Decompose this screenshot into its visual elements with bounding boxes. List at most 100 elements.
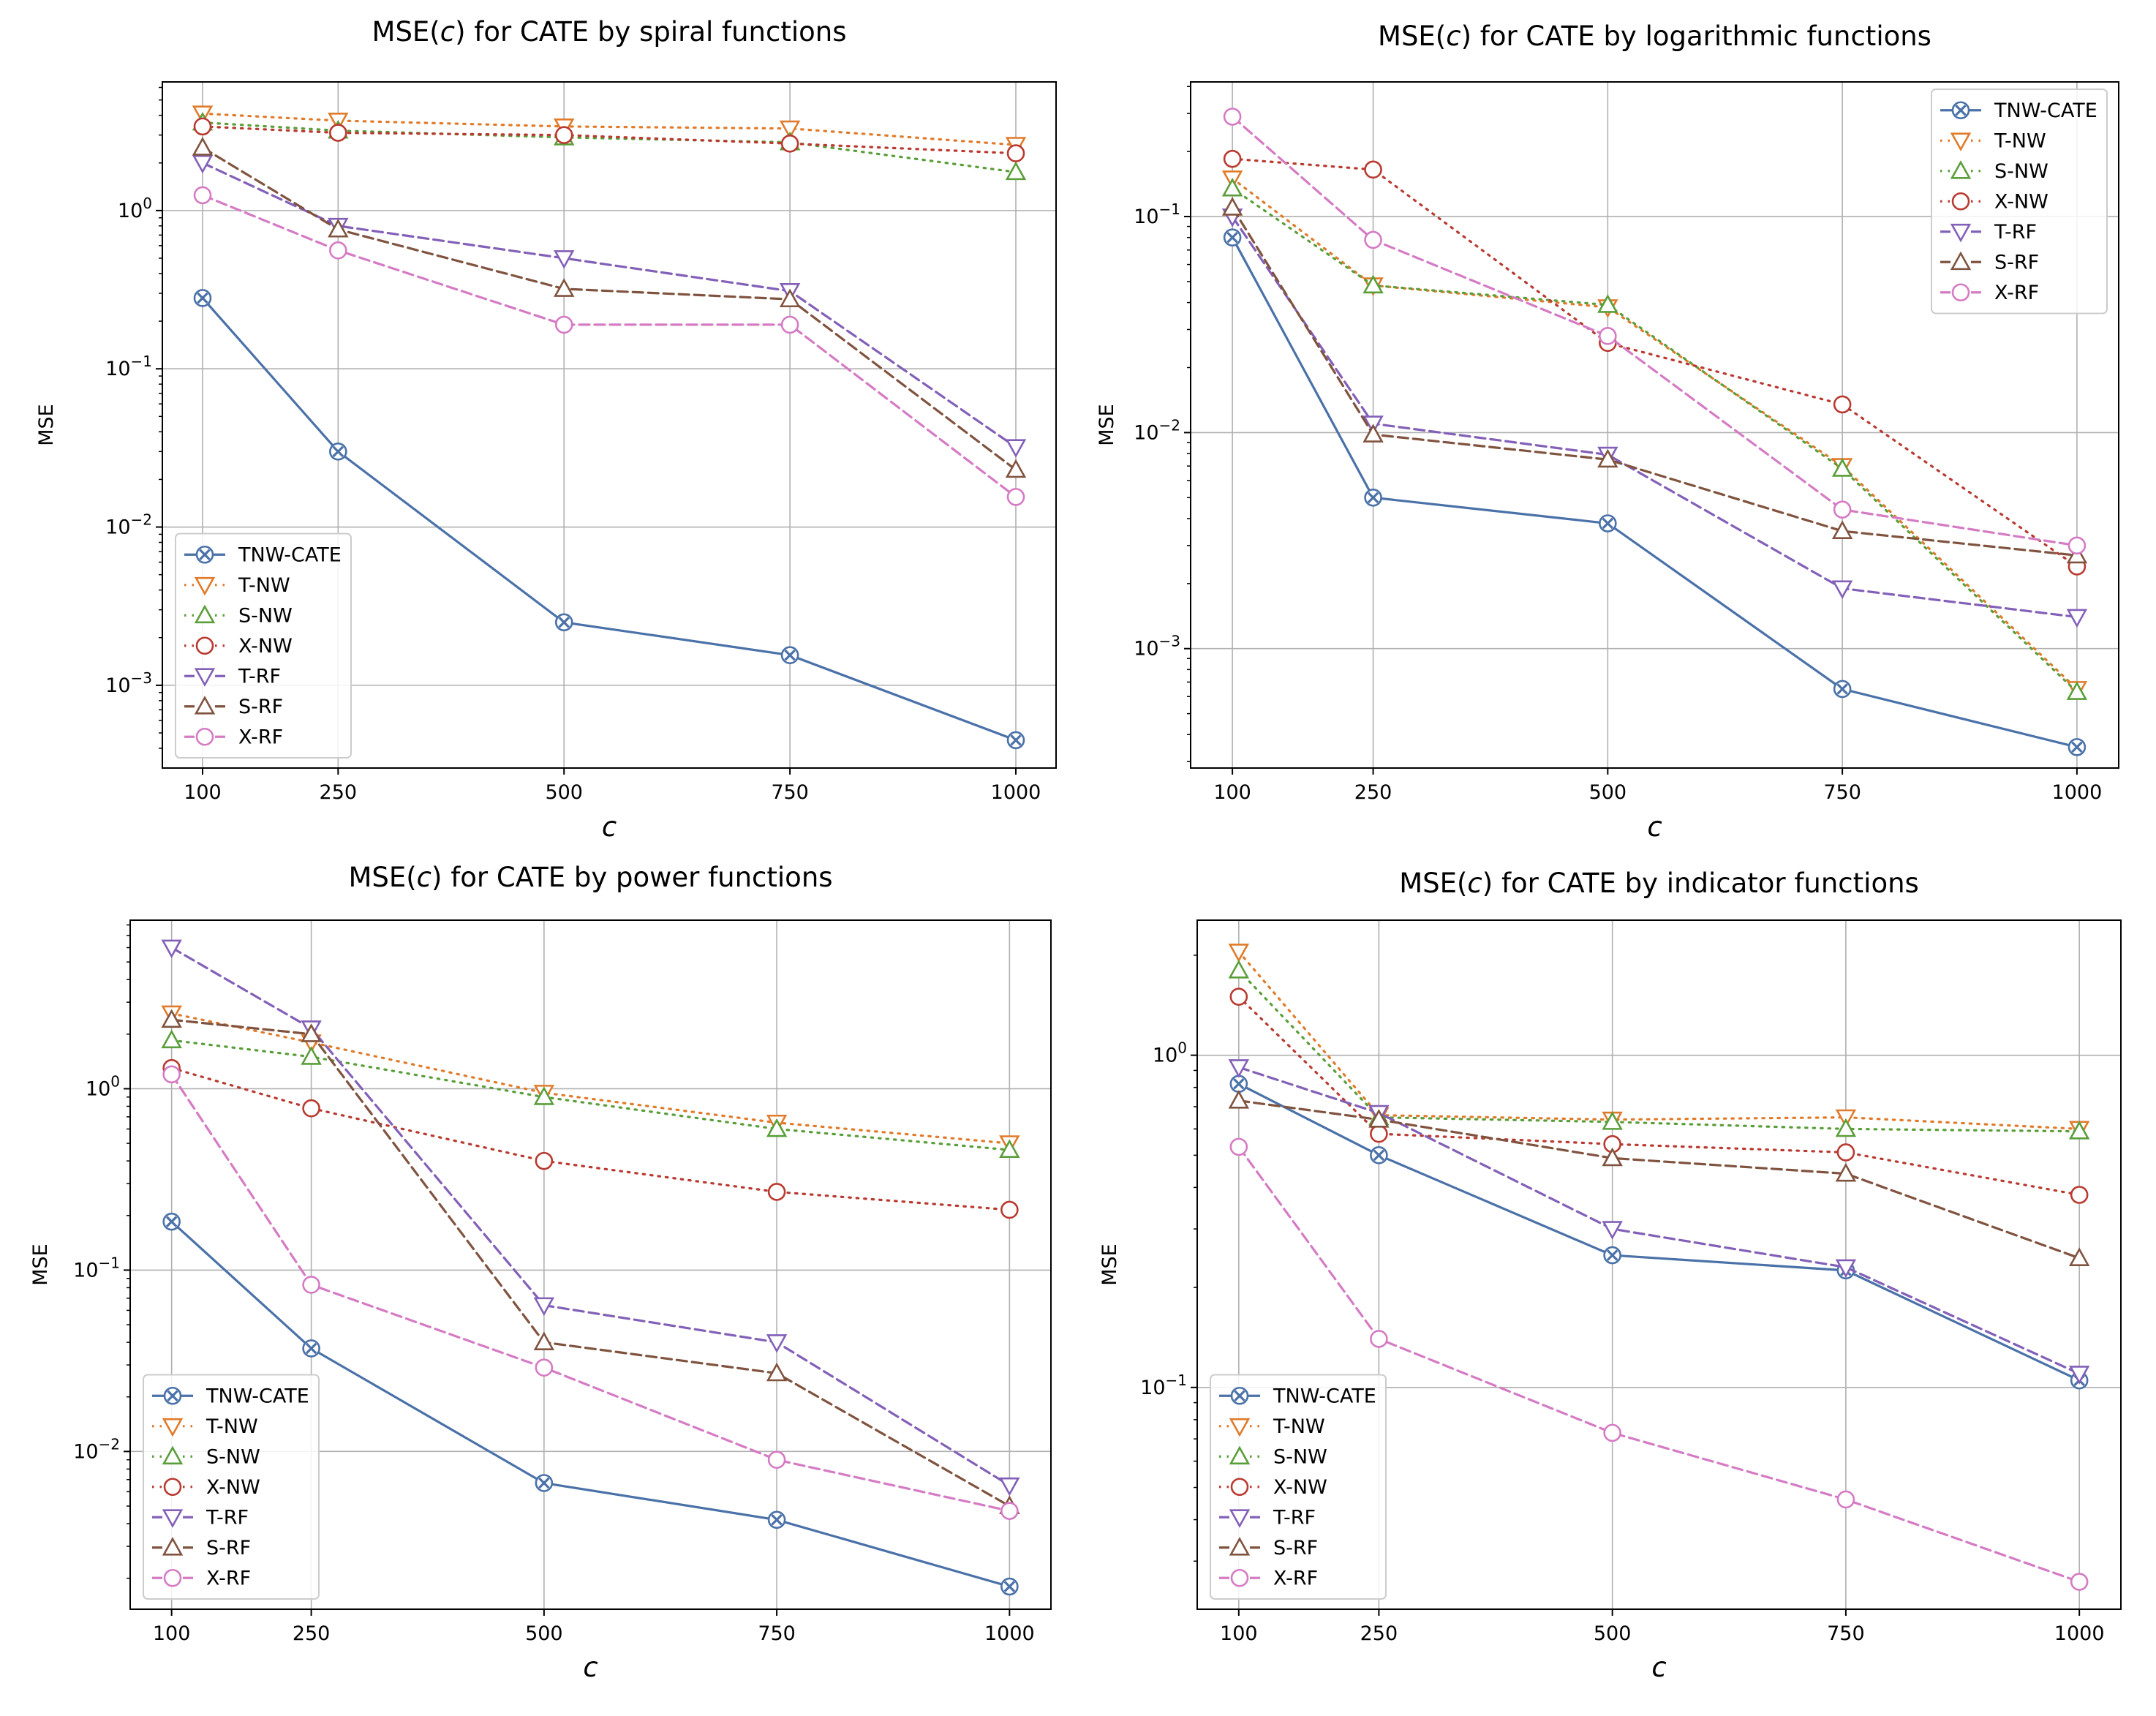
data-point-s-rf <box>1221 197 1243 216</box>
x-axis-label: c <box>583 1652 598 1683</box>
data-point-tnw-cate <box>780 646 799 665</box>
x-tick-label: 250 <box>320 781 358 804</box>
x-tick-label: 500 <box>545 781 583 804</box>
data-point-x-rf <box>2070 1573 2089 1591</box>
x-tick-label: 1000 <box>2054 1622 2105 1645</box>
data-point-x-rf <box>1364 230 1382 249</box>
legend-label-t-rf: T-RF <box>1273 1506 1316 1529</box>
legend-marker-s-nw <box>1229 1445 1251 1465</box>
data-point-t-rf <box>533 1297 555 1317</box>
legend-label-s-rf: S-RF <box>238 696 283 718</box>
data-point-x-rf <box>780 315 799 334</box>
legend-label-tnw-cate: TNW-CATE <box>206 1385 309 1407</box>
legend-label-x-nw: X-NW <box>1273 1476 1327 1499</box>
legend-label-x-rf: X-RF <box>206 1567 251 1589</box>
data-point-tnw-cate <box>1370 1146 1388 1164</box>
data-point-x-rf <box>554 315 573 334</box>
data-point-tnw-cate <box>535 1474 554 1492</box>
x-tick-label: 1000 <box>991 781 1041 804</box>
chart-panel-2: MSE(c) for CATE by logarithmic functions… <box>1096 20 2119 843</box>
data-point-x-rf <box>329 241 347 260</box>
plot-frame <box>1190 81 2119 769</box>
legend-marker-tnw-cate <box>1951 101 1970 120</box>
data-point-t-rf <box>999 1477 1020 1497</box>
data-point-s-rf <box>1362 424 1384 443</box>
y-tick-label: 10−3 <box>105 669 152 697</box>
data-point-t-rf <box>1831 580 1853 600</box>
y-tick-label: 100 <box>118 195 152 222</box>
legend-label-x-nw: X-NW <box>206 1476 260 1499</box>
data-point-t-rf <box>1602 1221 1623 1240</box>
chart-title: MSE(c) for CATE by logarithmic functions <box>1378 20 1931 52</box>
data-point-x-rf <box>2068 536 2087 555</box>
series-s-rf <box>161 1009 1020 1514</box>
data-point-x-nw <box>535 1151 554 1170</box>
legend-marker-t-nw <box>1950 132 1972 151</box>
series-line-s-rf <box>201 146 1017 471</box>
legend-box <box>1210 1374 1387 1600</box>
legend-label-s-nw: S-NW <box>1273 1445 1327 1468</box>
data-point-x-rf <box>1370 1330 1388 1348</box>
data-point-s-rf <box>328 218 349 238</box>
data-point-x-rf <box>193 186 212 205</box>
data-point-x-rf <box>1603 1423 1621 1442</box>
y-tick-label: 10−1 <box>73 1254 120 1282</box>
data-point-s-rf <box>1228 1090 1250 1109</box>
legend-marker-s-nw <box>1950 160 1972 179</box>
legend-marker-s-nw <box>162 1445 184 1465</box>
x-tick-label: 750 <box>771 781 809 804</box>
data-point-t-rf <box>1835 1259 1857 1279</box>
legend-marker-s-rf <box>1229 1537 1251 1556</box>
legend: TNW-CATE T-NW S-NW X-NW T-RF S-RF X-RF <box>1210 1374 1387 1600</box>
x-axis-label: c <box>1651 1652 1666 1683</box>
data-point-x-nw <box>1833 395 1852 414</box>
data-point-s-nw <box>1221 177 1243 197</box>
data-point-x-rf <box>535 1358 554 1377</box>
data-point-s-nw <box>1005 161 1027 181</box>
data-point-tnw-cate <box>2068 738 2087 756</box>
data-point-x-nw <box>1836 1143 1855 1162</box>
legend-label-t-rf: T-RF <box>1994 221 2037 244</box>
data-point-s-nw <box>1831 458 1853 477</box>
data-point-s-rf <box>554 278 575 297</box>
y-axis-label: MSE <box>35 404 58 446</box>
y-tick-label: 10−2 <box>73 1435 120 1463</box>
data-point-x-nw <box>2070 1186 2089 1204</box>
series-t-rf <box>192 154 1027 458</box>
legend-marker-x-rf <box>1951 283 1970 302</box>
series-tnw-cate <box>1223 228 2087 756</box>
legend-marker-tnw-cate <box>195 545 214 564</box>
y-tick-label: 100 <box>86 1072 120 1100</box>
legend-label-s-nw: S-NW <box>238 604 293 627</box>
data-point-tnw-cate <box>329 443 347 461</box>
x-tick-label: 750 <box>758 1622 796 1645</box>
legend-marker-t-rf <box>194 668 216 687</box>
data-point-t-nw <box>779 120 801 140</box>
data-point-t-rf <box>192 154 214 174</box>
legend-label-t-nw: T-NW <box>206 1415 258 1438</box>
legend-marker-t-rf <box>1950 223 1972 243</box>
data-point-tnw-cate <box>1000 1577 1019 1596</box>
data-point-tnw-cate <box>1364 489 1382 507</box>
data-point-x-rf <box>1006 488 1025 506</box>
legend-marker-t-nw <box>1229 1418 1251 1437</box>
series-line-x-rf <box>201 194 1017 498</box>
series-tnw-cate <box>1229 1075 2089 1390</box>
data-point-t-nw <box>1228 944 1250 963</box>
legend-marker-t-rf <box>162 1509 184 1528</box>
legend-marker-t-rf <box>1229 1509 1251 1528</box>
legend-label-s-rf: S-RF <box>1273 1537 1318 1559</box>
series-tnw-cate <box>193 289 1025 750</box>
x-axis-label: c <box>602 811 617 843</box>
series-tnw-cate <box>162 1212 1019 1596</box>
legend-marker-x-rf <box>195 727 214 746</box>
data-point-s-nw <box>161 1029 182 1049</box>
series-line-s-nw <box>170 1039 1011 1151</box>
data-point-tnw-cate <box>1223 228 1242 247</box>
legend-marker-x-nw <box>1230 1478 1249 1497</box>
series-s-rf <box>192 137 1027 478</box>
data-point-x-rf <box>1836 1490 1855 1509</box>
y-tick-label: 10−1 <box>105 353 152 380</box>
y-tick-label: 10−1 <box>1134 200 1180 228</box>
